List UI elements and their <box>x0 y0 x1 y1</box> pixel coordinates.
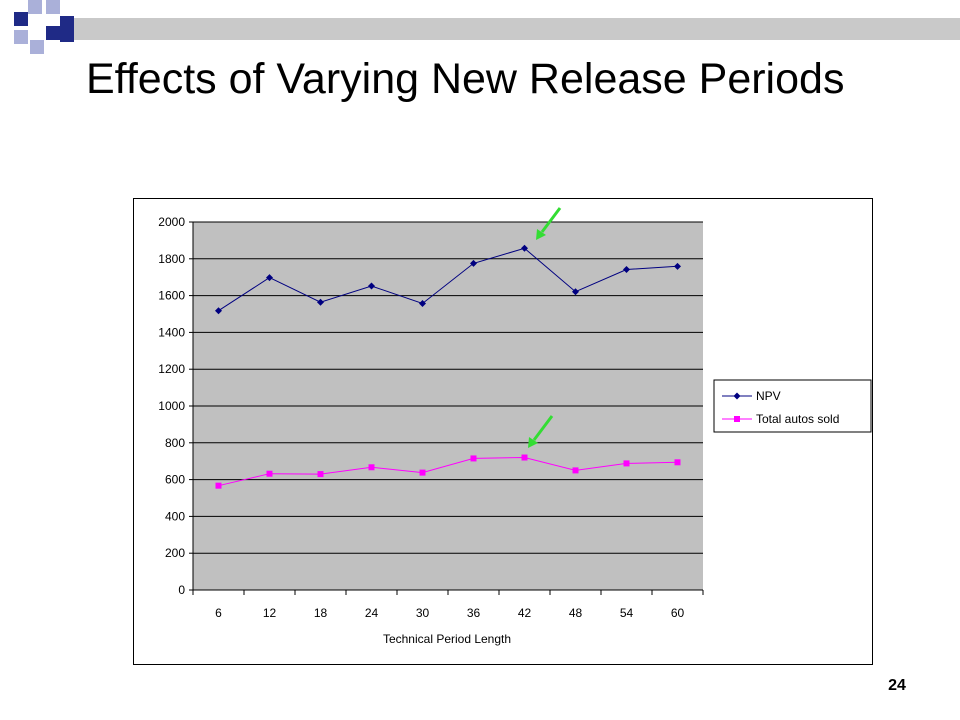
autos-arrow-shaft <box>532 415 554 441</box>
legend-box <box>713 379 872 433</box>
y-tick-label: 1800 <box>158 252 185 266</box>
total-autos-sold-point <box>215 482 222 489</box>
x-tick-label: 30 <box>416 606 430 620</box>
y-tick-label: 1200 <box>158 362 185 376</box>
deco-square-dark-3 <box>46 26 60 40</box>
legend-autos-label: Total autos sold <box>756 412 839 426</box>
deco-square-light-3 <box>14 30 28 44</box>
y-tick-label: 200 <box>165 546 185 560</box>
npv-point <box>419 300 426 308</box>
legend: NPV Total autos sold <box>713 379 872 433</box>
slide-title: Effects of Varying New Release Periods <box>86 55 845 103</box>
deco-square-dark-1 <box>14 12 28 26</box>
series-line-npv <box>218 247 678 312</box>
total-autos-sold-point <box>572 467 579 474</box>
npv-point <box>317 298 324 306</box>
x-tick-label: 12 <box>263 606 277 620</box>
gridlines <box>193 221 703 554</box>
y-axis-ticks: 0 200 400 600 800 1000 1200 1400 1600 1800 2000 <box>158 215 193 597</box>
legend-npv-label: NPV <box>756 389 781 403</box>
series-line-total-autos-sold <box>218 456 678 487</box>
total-autos-sold-point <box>368 464 375 471</box>
total-autos-sold-point <box>521 454 528 461</box>
x-axis-ticks: 6 12 18 24 30 36 42 48 54 60 <box>192 590 704 620</box>
total-autos-sold-point <box>674 459 681 466</box>
y-tick-label: 400 <box>165 509 185 523</box>
x-tick-label: 18 <box>314 606 328 620</box>
deco-gradient-bar <box>74 18 960 40</box>
page-number: 24 <box>888 677 906 694</box>
deco-square-light-4 <box>30 40 44 54</box>
legend-autos-marker <box>734 416 740 422</box>
x-tick-label: 42 <box>518 606 532 620</box>
legend-npv-marker <box>733 392 741 400</box>
deco-square-light-1 <box>28 0 42 14</box>
y-tick-label: 1600 <box>158 289 185 303</box>
total-autos-sold-point <box>419 469 426 476</box>
autos-arrow-head <box>528 437 538 448</box>
x-tick-label: 6 <box>215 606 222 620</box>
x-axis-label: Technical Period Length <box>383 632 511 646</box>
npv-point <box>623 265 630 273</box>
title-decoration <box>14 0 960 54</box>
deco-square-light-2 <box>46 0 60 14</box>
x-tick-label: 24 <box>365 606 379 620</box>
y-tick-label: 1000 <box>158 399 185 413</box>
npv-point <box>215 307 222 315</box>
x-tick-label: 60 <box>671 606 685 620</box>
y-tick-label: 1400 <box>158 325 185 339</box>
npv-point <box>266 274 273 282</box>
series-layer <box>215 244 681 489</box>
total-autos-sold-point <box>266 470 273 477</box>
deco-square-dark-2 <box>60 16 74 42</box>
npv-point <box>521 244 528 252</box>
npv-point <box>368 282 375 290</box>
total-autos-sold-point <box>317 471 324 478</box>
npv-point <box>470 259 477 267</box>
y-tick-label: 0 <box>178 583 185 597</box>
x-tick-label: 36 <box>467 606 481 620</box>
npv-point <box>572 288 579 296</box>
y-tick-label: 800 <box>165 436 185 450</box>
total-autos-sold-point <box>470 455 477 462</box>
npv-arrow-head <box>536 229 546 240</box>
npv-point <box>674 262 681 270</box>
npv-arrow-shaft <box>540 207 562 233</box>
x-tick-label: 54 <box>620 606 634 620</box>
y-tick-label: 2000 <box>158 215 185 229</box>
total-autos-sold-point <box>623 460 630 467</box>
annotation-arrows <box>528 207 562 448</box>
x-tick-label: 48 <box>569 606 583 620</box>
y-tick-label: 600 <box>165 473 185 487</box>
